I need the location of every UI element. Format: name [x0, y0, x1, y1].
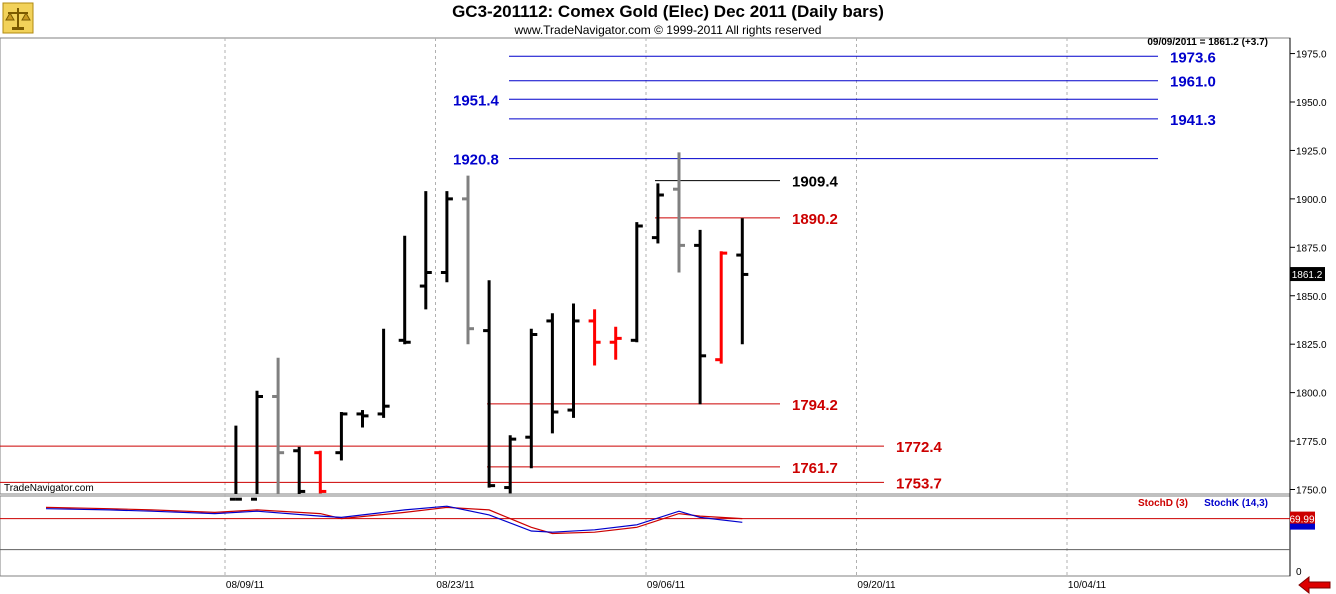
y-tick-label: 1825.0 — [1296, 340, 1327, 351]
y-tick-label: 1875.0 — [1296, 243, 1327, 254]
price-bars — [229, 152, 749, 501]
ohlc-bar — [251, 390, 263, 501]
chart-title: GC3-201112: Comex Gold (Elec) Dec 2011 (… — [452, 2, 884, 21]
stoch-reference-label: 69.99 — [1289, 515, 1314, 526]
y-tick-label: 1900.0 — [1296, 195, 1327, 206]
ohlc-bar — [694, 229, 707, 405]
last-price-marker: 1861.2 — [1290, 267, 1325, 282]
ohlc-bar — [229, 425, 242, 501]
ohlc-bar — [398, 235, 411, 345]
ohlc-bar — [567, 303, 580, 418]
ohlc-bar — [377, 328, 390, 418]
x-tick-label: 08/23/11 — [436, 580, 475, 591]
level-label: 1761.7 — [792, 460, 838, 477]
ohlc-bar — [736, 218, 749, 345]
red-left-arrow-icon[interactable] — [1298, 575, 1331, 594]
ohlc-bar — [293, 446, 306, 494]
ohlc-bar — [314, 450, 327, 494]
ohlc-bar — [588, 309, 601, 366]
ohlc-bar — [715, 251, 728, 364]
level-label: 1890.2 — [792, 211, 838, 228]
level-label: 1973.6 — [1170, 49, 1216, 66]
level-label: 1909.4 — [792, 174, 839, 191]
last-price-label: 1861.2 — [1292, 270, 1323, 281]
ohlc-bar — [335, 412, 348, 461]
ohlc-bar — [630, 222, 643, 343]
stochastic-lines — [0, 505, 1290, 551]
chart-subtitle: www.TradeNavigator.com © 1999-2011 All r… — [514, 23, 822, 37]
stochd-legend: StochD (3) — [1138, 498, 1188, 509]
ohlc-bar — [462, 175, 474, 345]
stoch-y-tick: 0 — [1296, 567, 1302, 578]
ohlc-bar — [609, 326, 622, 360]
ohlc-bar — [673, 152, 685, 273]
logo-icon — [2, 2, 34, 34]
last-quote: 09/09/2011 = 1861.2 (+3.7) — [1147, 37, 1268, 48]
ohlc-bar — [272, 357, 285, 494]
level-label: 1794.2 — [792, 397, 838, 414]
price-y-axis: 1750.0 1775.0 1800.0 1825.0 1850.0 1875.0 1900… — [1290, 50, 1327, 497]
ohlc-bar — [546, 313, 559, 434]
level-lines: 1973.6 1961.0 1951.4 1941.3 1920.8 1909.4 1890… — [0, 49, 1216, 492]
stoch-reference-marker: 69.99 — [1289, 511, 1315, 530]
x-tick-label: 10/04/11 — [1068, 580, 1107, 591]
price-panel — [0, 37, 1291, 495]
stochastic-panel — [0, 495, 1291, 577]
stoch-series-line — [45, 505, 743, 533]
ohlc-bar — [356, 410, 369, 428]
y-tick-label: 1975.0 — [1296, 50, 1327, 61]
y-tick-label: 1775.0 — [1296, 437, 1327, 448]
y-tick-label: 1925.0 — [1296, 146, 1327, 157]
ohlc-bar — [504, 435, 517, 494]
level-label: 1941.3 — [1170, 112, 1216, 129]
ohlc-bar — [483, 280, 496, 488]
level-label: 1951.4 — [453, 92, 500, 109]
y-tick-label: 1750.0 — [1296, 486, 1327, 497]
watermark: TradeNavigator.com — [4, 483, 94, 494]
stochk-legend: StochK (14,3) — [1204, 498, 1268, 509]
level-label: 1753.7 — [896, 475, 942, 492]
level-label: 1961.0 — [1170, 74, 1216, 91]
ohlc-bar — [440, 191, 453, 283]
ohlc-bar — [419, 191, 432, 310]
ohlc-bar — [525, 328, 538, 469]
y-tick-label: 1850.0 — [1296, 292, 1327, 303]
level-label: 1920.8 — [453, 152, 499, 169]
stoch-series-line — [45, 506, 743, 535]
date-x-axis: 08/09/11 08/23/11 09/06/11 09/20/11 10/04/11 — [226, 580, 1107, 591]
y-tick-label: 1800.0 — [1296, 389, 1327, 400]
x-tick-label: 08/09/11 — [226, 580, 265, 591]
y-tick-label: 1950.0 — [1296, 98, 1327, 109]
x-tick-label: 09/06/11 — [647, 580, 686, 591]
level-label: 1772.4 — [896, 439, 943, 456]
ohlc-bar — [651, 183, 664, 244]
x-tick-label: 09/20/11 — [857, 580, 896, 591]
